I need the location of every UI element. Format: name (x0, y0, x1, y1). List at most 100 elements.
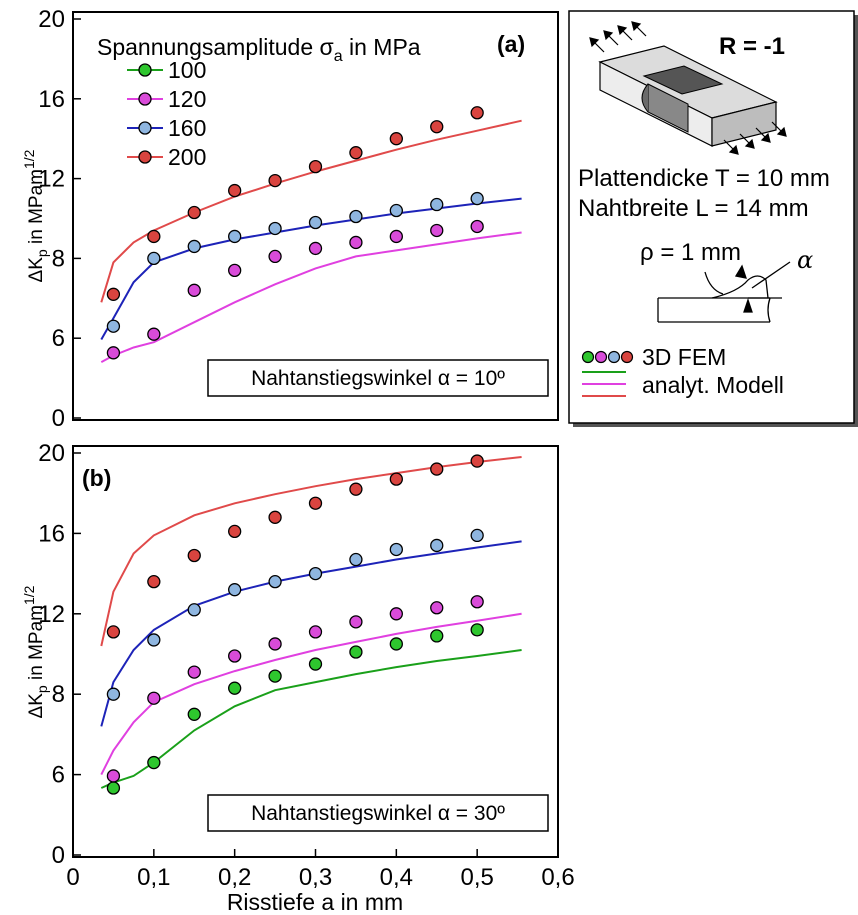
plot-frame-a (72, 11, 559, 421)
fem-point-200 (187, 205, 201, 220)
fem-point-200 (349, 482, 363, 496)
y-label-a-unit: in MPam (26, 169, 47, 249)
fem-point-200 (268, 510, 282, 524)
y-tick-label: 16 (38, 86, 65, 113)
plate-thickness-label: Plattendicke T = 10 mm (578, 165, 830, 192)
fem-point-120 (308, 241, 323, 256)
fem-point-200 (430, 120, 444, 134)
fem-point-200 (268, 173, 282, 188)
x-tick-label: 0,2 (218, 864, 251, 891)
fem-point-200 (106, 287, 121, 301)
fem-point-200 (470, 106, 484, 120)
legend-title-tail: in MPa (343, 34, 421, 60)
annotation-b: Nahtanstiegswinkel α = 30º (207, 794, 549, 832)
fem-point-120 (228, 649, 242, 663)
weld-toe-detail-icon (657, 261, 791, 323)
legend-marker-100 (138, 63, 152, 77)
fem-point-100 (430, 629, 444, 643)
model-line-200 (100, 456, 522, 647)
fem-point-200 (389, 132, 403, 146)
fem-point-120 (147, 327, 161, 341)
fem-point-200 (187, 548, 201, 563)
fem-point-120 (308, 625, 323, 639)
legend-title: Spannungsamplitude σa in MPa (97, 34, 421, 65)
info-legend-marker (607, 350, 621, 364)
x-tick-label: 0,3 (299, 864, 332, 891)
y-axis-label-a: ΔKp in MPam1/2 (21, 149, 50, 282)
y-tick-label: 12 (38, 601, 65, 628)
y-axis-label-b: ΔKp in MPam1/2 (21, 585, 50, 718)
radius-label: ρ = 1 mm (640, 239, 741, 266)
fem-point-160 (308, 566, 323, 581)
fem-point-160 (308, 215, 323, 230)
fem-point-200 (228, 183, 242, 198)
annotation-box-a (207, 359, 549, 397)
legend-label-200: 200 (168, 144, 206, 170)
fem-point-120 (106, 346, 121, 360)
chart-panel-b: 0 6 8 12 16 20 0 0,1 0,2 0,3 0,4 0,5 0,6 (b) Nahtan… (21, 440, 575, 915)
fem-point-200 (349, 146, 363, 160)
fem-point-160 (147, 633, 161, 647)
fem-point-120 (389, 607, 403, 621)
fem-point-100 (470, 623, 484, 637)
fem-point-100 (308, 657, 323, 671)
fem-point-100 (106, 781, 121, 795)
x-tick-label: 0 (66, 864, 79, 891)
fem-point-120 (228, 263, 242, 278)
fem-point-200 (228, 524, 242, 539)
info-legend-marker (594, 350, 608, 364)
fem-point-200 (308, 496, 323, 510)
y-tick-label: 6 (52, 325, 65, 352)
fem-point-160 (268, 221, 282, 236)
stress-ratio: R = -1 (719, 33, 785, 60)
fem-point-160 (147, 251, 161, 266)
fem-point-160 (228, 583, 242, 597)
fem-point-160 (187, 603, 201, 617)
y-tick-label: 0 (52, 842, 65, 869)
panel-label-b: (b) (82, 465, 111, 491)
y-label-b-sup: 1/2 (21, 585, 37, 605)
y-tick-label: 16 (38, 520, 65, 547)
fem-point-120 (349, 235, 363, 250)
fem-point-120 (430, 601, 444, 615)
y-label-b-sub: p (34, 685, 50, 693)
fem-point-160 (470, 528, 484, 543)
info-box: R = -1 Plattendicke T = 10 mm Nahtbreite… (568, 10, 858, 427)
fem-points-b (106, 454, 484, 795)
fem-point-160 (470, 191, 484, 206)
info-legend-marker (620, 350, 634, 364)
x-ticks-b: 0 0,1 0,2 0,3 0,4 0,5 0,6 (66, 849, 575, 891)
y-tick-label: 8 (52, 681, 65, 708)
y-label-a-dk: ΔK (26, 257, 47, 283)
fem-point-100 (349, 645, 363, 659)
legend-title-sub: a (334, 48, 343, 65)
fem-point-160 (106, 687, 121, 701)
y-ticks-a: 0 6 8 12 16 20 (38, 6, 81, 432)
fem-point-160 (187, 239, 201, 254)
annotation-text-a: Nahtanstiegswinkel α = 10º (251, 367, 505, 390)
legend-marker-160 (138, 121, 152, 135)
fem-point-160 (268, 574, 282, 589)
fem-point-100 (187, 707, 201, 721)
model-line-200 (100, 119, 522, 303)
fem-point-120 (268, 249, 282, 264)
fem-point-160 (106, 319, 121, 333)
legend-items: 100 120 160 200 (127, 57, 206, 170)
fem-point-120 (147, 691, 161, 705)
model-lines-a (100, 119, 522, 363)
fem-point-200 (470, 454, 484, 468)
fem-point-100 (268, 669, 282, 683)
x-tick-label: 0,4 (380, 864, 413, 891)
x-tick-label: 0,6 (541, 864, 574, 891)
fem-point-160 (389, 542, 403, 557)
chart-panel-a: 0 6 8 12 16 20 (a) Spannungsamplitude σa in M… (21, 6, 559, 432)
info-legend-markers (581, 350, 634, 364)
fem-point-120 (187, 665, 201, 679)
fem-point-100 (228, 681, 242, 695)
fem-point-200 (308, 159, 323, 174)
model-line-120 (100, 612, 522, 776)
fem-point-200 (430, 462, 444, 476)
seam-width-label: Nahtbreite L = 14 mm (578, 195, 809, 222)
info-legend: 3D FEM analyt. Modell (581, 344, 784, 398)
